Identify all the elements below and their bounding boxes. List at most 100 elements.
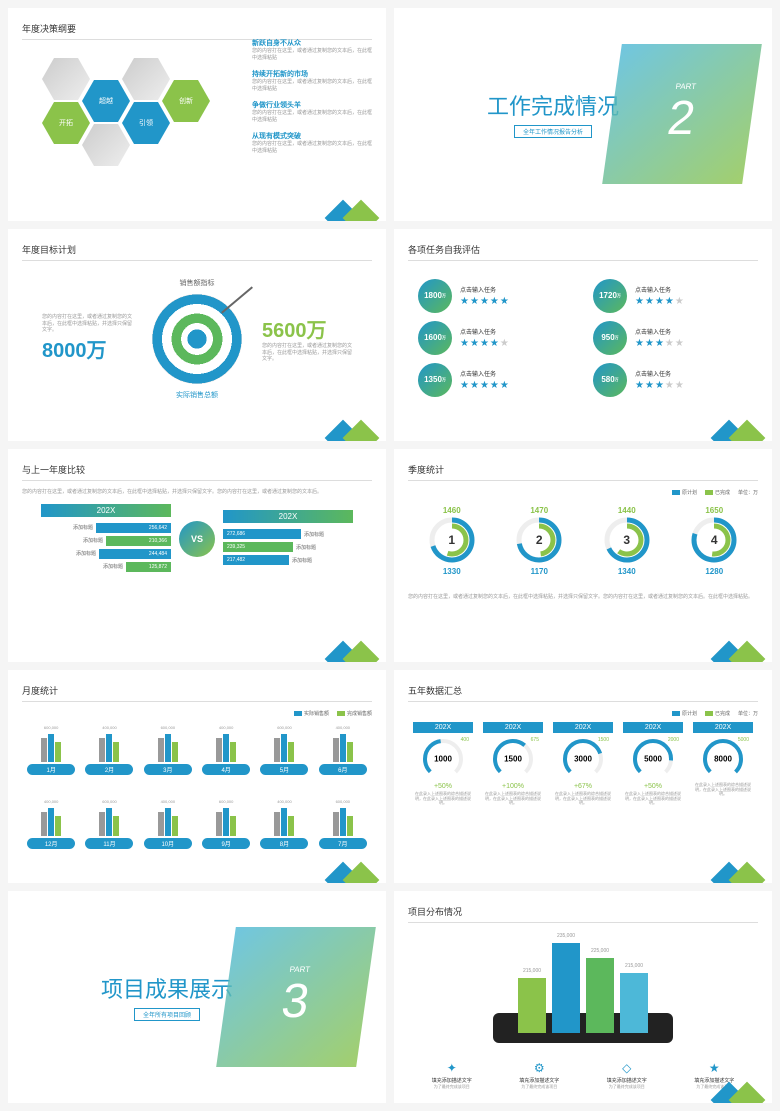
bar: 215,000 (620, 973, 648, 1033)
item-desc: 您的内容打在这里，或者通过复制您的文本后，在此框中选择粘贴 (252, 79, 372, 92)
legend: 原计划已完成单位：万 (408, 489, 758, 496)
slide-comparison: 与上一年度比较 您的内容打在这里，或者通过复制您的文本后，在此框中选择粘贴，并选… (8, 449, 386, 662)
item-title: 新跃自身不从众 (252, 38, 372, 48)
bar-row: 239,325添加标题 (223, 542, 353, 552)
star-icon: ★ (470, 338, 479, 349)
star-icon: ★ (645, 380, 654, 391)
star-icon: ★ (675, 338, 684, 349)
item-desc: 您的内容打在这里，或者通过复制您的文本后，在此框中选择粘贴 (252, 48, 372, 61)
month-item: 400,0006月 (319, 725, 367, 775)
year-gauge: 202X80005000在此录入上述图表的综合描述说明，在此录入上述图表的描述说… (693, 722, 753, 806)
task-label: 点击输入任务 (635, 369, 748, 378)
value-badge: 1600万 (418, 321, 452, 355)
task-label: 点击输入任务 (635, 327, 748, 336)
star-rating: ★★★★★ (635, 338, 748, 349)
star-icon: ★ (655, 380, 664, 391)
corner-decoration (316, 406, 386, 441)
month-item: 600,0005月 (260, 725, 308, 775)
slide-section-2: 工作完成情况全年工作情况报告分析 PART2 (394, 8, 772, 221)
corner-decoration (316, 186, 386, 221)
rating-item: 1720万点击输入任务★★★★★ (593, 279, 748, 313)
slide-monthly: 月度统计 实际销售额完成销售额 600,0001月400,0002月600,00… (8, 670, 386, 883)
text-list: 新跃自身不从众您的内容打在这里，或者通过复制您的文本后，在此框中选择粘贴持续开拓… (252, 38, 372, 162)
corner-decoration (702, 627, 772, 662)
rating-item: 1600万点击输入任务★★★★★ (418, 321, 573, 355)
legend: 原计划已完成单位：万 (408, 710, 758, 717)
task-label: 点击输入任务 (635, 285, 748, 294)
month-item: 400,00010月 (144, 799, 192, 849)
bar-row: 添加标题244,484 (41, 549, 171, 559)
bar-row: 217,482添加标题 (223, 555, 353, 565)
donut-chart: 144031340 (592, 506, 662, 576)
star-rating: ★★★★★ (460, 338, 573, 349)
bar: 225,000 (586, 958, 614, 1033)
slide-title: 项目分布情况 (408, 905, 758, 923)
year-badge: 202X (223, 510, 353, 523)
star-rating: ★★★★★ (460, 380, 573, 391)
vs-badge: VS (179, 521, 215, 557)
slide-title: 各项任务自我评估 (408, 243, 758, 261)
hex-item: 开拓 (42, 102, 90, 144)
intro-text: 您的内容打在这里，或者通过复制您的文本后，在此框中选择粘贴，并选择只保留文字。您… (22, 489, 372, 496)
star-icon: ★ (480, 296, 489, 307)
slide-section-3: 项目成果展示全年所有项目回顾 PART3 (8, 891, 386, 1104)
target-chart: 销售额指标实际销售总额 (152, 294, 242, 384)
month-item: 600,0007月 (319, 799, 367, 849)
hex-item: 创新 (162, 80, 210, 122)
slide-quarterly: 季度统计 原计划已完成单位：万 146011330147021170144031… (394, 449, 772, 662)
slide-projects: 项目分布情况 215,000235,000225,000215,000 ✦填充添… (394, 891, 772, 1104)
feature-icon: ✦ (417, 1061, 487, 1075)
feature-icon: ◇ (592, 1061, 662, 1075)
month-item: 600,0009月 (202, 799, 250, 849)
month-item: 400,0008月 (260, 799, 308, 849)
star-rating: ★★★★★ (460, 296, 573, 307)
section-title: 工作完成情况 (487, 89, 619, 121)
slide-five-year: 五年数据汇总 原计划已完成单位：万 202X1000400+50%在此录入上述图… (394, 670, 772, 883)
slide-title: 五年数据汇总 (408, 684, 758, 702)
month-item: 600,0003月 (144, 725, 192, 775)
bar-row: 272,686添加标题 (223, 529, 353, 539)
rating-item: 1800万点击输入任务★★★★★ (418, 279, 573, 313)
hex-item: 引领 (122, 102, 170, 144)
legend: 实际销售额完成销售额 (22, 710, 372, 717)
slide-title: 季度统计 (408, 463, 758, 481)
slide-title: 年度目标计划 (22, 243, 372, 261)
star-icon: ★ (500, 296, 509, 307)
task-label: 点击输入任务 (460, 369, 573, 378)
bar-chart: 215,000235,000225,000215,000 (483, 933, 683, 1043)
star-icon: ★ (480, 380, 489, 391)
star-icon: ★ (655, 296, 664, 307)
star-icon: ★ (675, 296, 684, 307)
slide-title: 月度统计 (22, 684, 372, 702)
year-gauge: 202X30001500+67%在此录入上述图表的综合描述说明，在此录入上述图表… (553, 722, 613, 806)
donut-chart: 165041280 (679, 506, 749, 576)
item-desc: 您的内容打在这里，或者通过复制您的文本后，在此框中选择粘贴 (252, 141, 372, 154)
star-icon: ★ (460, 296, 469, 307)
star-icon: ★ (480, 338, 489, 349)
icon-item: ◇填充添加描述文字为了最终完成该项目 (592, 1061, 662, 1090)
item-title: 争做行业领头羊 (252, 100, 372, 110)
star-icon: ★ (655, 338, 664, 349)
star-icon: ★ (635, 380, 644, 391)
month-item: 400,00012月 (27, 799, 75, 849)
item-desc: 您的内容打在这里，或者通过复制您的文本后，在此框中选择粘贴 (252, 110, 372, 123)
value-badge: 580万 (593, 363, 627, 397)
star-icon: ★ (470, 380, 479, 391)
rating-item: 1350万点击输入任务★★★★★ (418, 363, 573, 397)
corner-decoration (702, 848, 772, 883)
star-icon: ★ (490, 338, 499, 349)
star-icon: ★ (645, 296, 654, 307)
bar-row: 添加标题125,872 (41, 562, 171, 572)
month-item: 400,0004月 (202, 725, 250, 775)
slide-ratings: 各项任务自我评估 1800万点击输入任务★★★★★1720万点击输入任务★★★★… (394, 229, 772, 442)
star-icon: ★ (500, 338, 509, 349)
star-icon: ★ (675, 380, 684, 391)
feature-icon: ⚙ (504, 1061, 574, 1075)
icon-item: ⚙填充添加描述文字为了最终完成该项目 (504, 1061, 574, 1090)
year-gauge: 202X1000400+50%在此录入上述图表的综合描述说明，在此录入上述图表的… (413, 722, 473, 806)
hex-item: 超越 (82, 80, 130, 122)
section-title: 项目成果展示 (101, 972, 233, 1004)
hexagon-group: 超越 开拓 引领 创新 (22, 58, 222, 168)
bar-row: 添加标题210,366 (41, 536, 171, 546)
star-icon: ★ (635, 296, 644, 307)
